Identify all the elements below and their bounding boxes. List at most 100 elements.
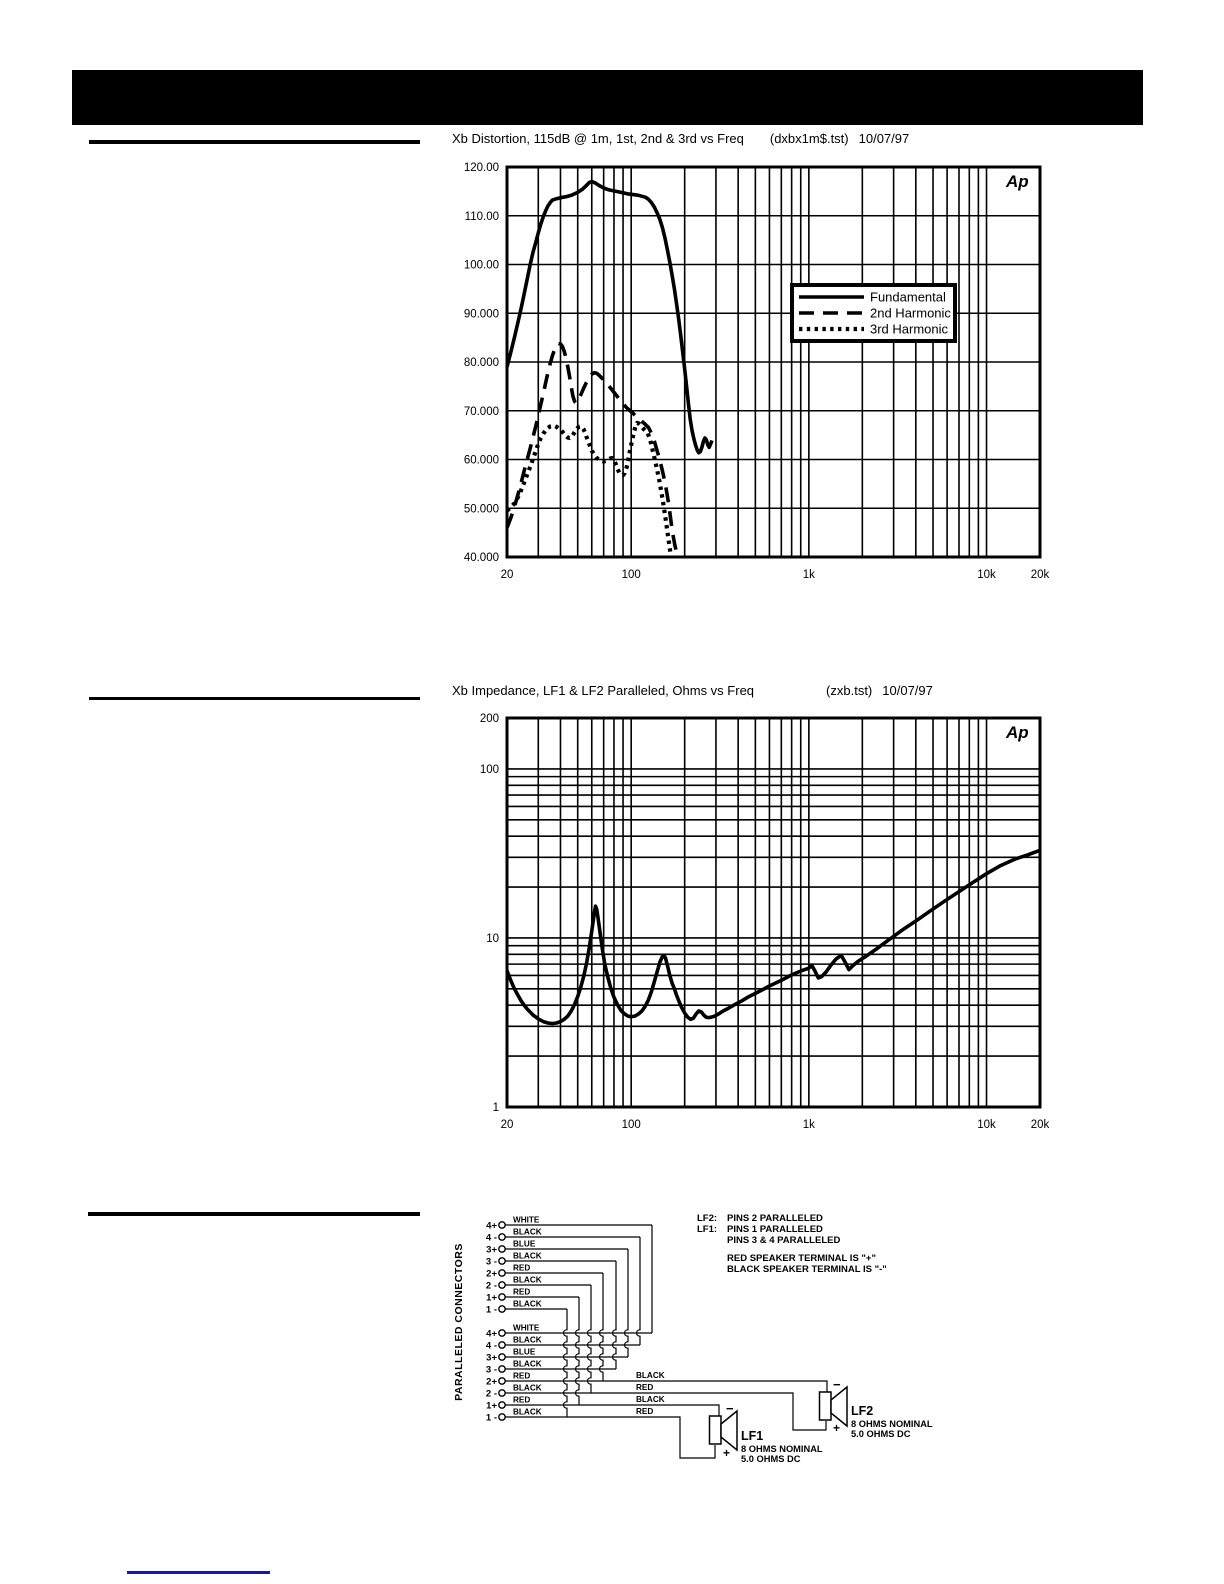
wire-color-label: BLACK <box>513 1252 542 1261</box>
footer-link-line <box>127 1571 270 1574</box>
chart-file-label: (dxbx1m$.tst) <box>769 131 849 146</box>
speaker-wire <box>505 1416 716 1459</box>
pin-label: 3 - <box>486 1365 497 1376</box>
speaker-name: LF2 <box>851 1404 873 1418</box>
pin-terminal <box>498 1413 506 1421</box>
wiring-note-text: PINS 3 & 4 PARALLELED <box>727 1235 841 1246</box>
x-tick-label: 10k <box>977 569 996 581</box>
pin-terminal <box>498 1293 506 1301</box>
wire-color-label: BLUE <box>513 1348 536 1357</box>
speaker-spec: 5.0 OHMS DC <box>851 1429 911 1439</box>
wire-jumper <box>562 1309 568 1417</box>
y-tick-label: 40.000 <box>464 552 499 564</box>
pin-terminal <box>498 1365 506 1373</box>
pin-terminal <box>498 1341 506 1349</box>
speaker-wire <box>505 1404 720 1416</box>
y-tick-label: 80.000 <box>464 357 499 369</box>
wire-jumper <box>635 1237 641 1345</box>
wire-color-label: RED <box>513 1288 530 1297</box>
section-rule-wiring <box>88 1212 420 1216</box>
speaker-spec: 8 OHMS NOMINAL <box>741 1444 823 1454</box>
wire-color-label: BLACK <box>513 1276 542 1285</box>
wire-color-label: BLACK <box>513 1408 542 1417</box>
paralleled-connectors-label: PARALLELED CONNECTORS <box>453 1243 465 1401</box>
impedance-chart-title: Xb Impedance, LF1 & LF2 Paralleled, Ohms… <box>452 683 933 698</box>
wire-color-label: BLACK <box>513 1384 542 1393</box>
wire-jumper <box>611 1261 617 1369</box>
speaker-driver <box>818 1391 832 1421</box>
wiring-note: PINS 3 & 4 PARALLELED <box>697 1235 887 1246</box>
speaker-driver <box>708 1415 722 1445</box>
wiring-note: LF2: PINS 2 PARALLELED <box>697 1213 887 1224</box>
speaker-cone-icon <box>720 1409 738 1452</box>
wire-color-label: RED <box>513 1396 530 1405</box>
curve-3rd-harmonic <box>505 420 673 556</box>
plus-terminal: + <box>723 1446 730 1460</box>
wire-color-label: BLUE <box>513 1240 536 1249</box>
pin-terminal <box>498 1353 506 1361</box>
terminal-note: RED SPEAKER TERMINAL IS "+" <box>727 1253 876 1264</box>
y-tick-label: 60.000 <box>464 455 499 467</box>
chart-title-text: Xb Impedance, LF1 & LF2 Paralleled, Ohms… <box>452 683 755 698</box>
pin-label: 1+ <box>486 1401 497 1412</box>
x-tick-label: 100 <box>622 1119 641 1131</box>
wire-jumper <box>586 1285 592 1393</box>
header-bar <box>72 70 1143 125</box>
y-tick-label: 110.00 <box>465 211 499 223</box>
pin-terminal <box>498 1245 506 1253</box>
y-tick-label: 70.000 <box>464 406 499 418</box>
pin-terminal <box>498 1269 506 1277</box>
plot-border <box>505 716 1042 1109</box>
wiring-note: LF1: PINS 1 PARALLELED <box>697 1224 887 1235</box>
plus-terminal: + <box>833 1421 840 1435</box>
wire-color-label: RED <box>636 1407 653 1416</box>
terminal-note: BLACK SPEAKER TERMINAL IS "-" <box>727 1264 887 1275</box>
pin-label: 2+ <box>486 1377 497 1388</box>
pin-label: 2+ <box>486 1269 497 1280</box>
pin-label: 1 - <box>486 1305 497 1316</box>
wire-color-label: WHITE <box>513 1216 540 1225</box>
wire-color-label: RED <box>513 1372 530 1381</box>
curve-fundamental <box>505 179 714 455</box>
minus-terminal: − <box>726 1401 734 1416</box>
legend-label: 3rd Harmonic <box>870 322 949 337</box>
pin-label: 4+ <box>486 1329 497 1340</box>
speaker-name: LF1 <box>741 1429 763 1443</box>
wire-color-label: BLACK <box>513 1228 542 1237</box>
wire-color-label: WHITE <box>513 1324 540 1333</box>
x-tick-label: 20 <box>501 569 514 581</box>
wire-color-label: BLACK <box>636 1371 665 1380</box>
speaker-spec: 8 OHMS NOMINAL <box>851 1419 933 1429</box>
wire-jumper <box>598 1273 604 1381</box>
speaker-wire <box>505 1380 828 1392</box>
wire-color-label: BLACK <box>513 1360 542 1369</box>
chart-date: 10/07/97 <box>858 131 910 146</box>
pin-label: 4+ <box>486 1221 497 1232</box>
curve-2nd-harmonic <box>505 341 679 553</box>
legend-label: Fundamental <box>870 290 946 305</box>
wiring-notes: LF2: PINS 2 PARALLELED LF1: PINS 1 PARALLE… <box>697 1213 887 1275</box>
wire-color-label: BLACK <box>513 1336 542 1345</box>
chart-date: 10/07/97 <box>882 683 933 698</box>
x-tick-label: 20 <box>501 1119 514 1131</box>
pin-label: 4 - <box>486 1341 497 1352</box>
x-tick-label: 1k <box>803 569 815 581</box>
pin-label: 2 - <box>486 1389 497 1400</box>
pin-terminal <box>498 1377 506 1385</box>
pin-terminal <box>498 1221 506 1229</box>
x-tick-label: 20k <box>1031 569 1050 581</box>
section-rule-distortion <box>89 140 420 144</box>
wire-color-label: RED <box>636 1383 653 1392</box>
ap-logo: Ap <box>1005 172 1029 191</box>
pin-label: 3 - <box>486 1257 497 1268</box>
pin-label: 1+ <box>486 1293 497 1304</box>
distortion-chart-title: Xb Distortion, 115dB @ 1m, 1st, 2nd & 3r… <box>452 131 909 146</box>
y-tick-label: 90.000 <box>464 308 499 320</box>
chart-title-text: Xb Distortion, 115dB @ 1m, 1st, 2nd & 3r… <box>452 131 744 146</box>
wiring-note-label: LF1: <box>697 1224 718 1235</box>
pin-label: 1 - <box>486 1413 497 1424</box>
pin-terminal <box>498 1281 506 1289</box>
wire-color-label: RED <box>513 1264 530 1273</box>
